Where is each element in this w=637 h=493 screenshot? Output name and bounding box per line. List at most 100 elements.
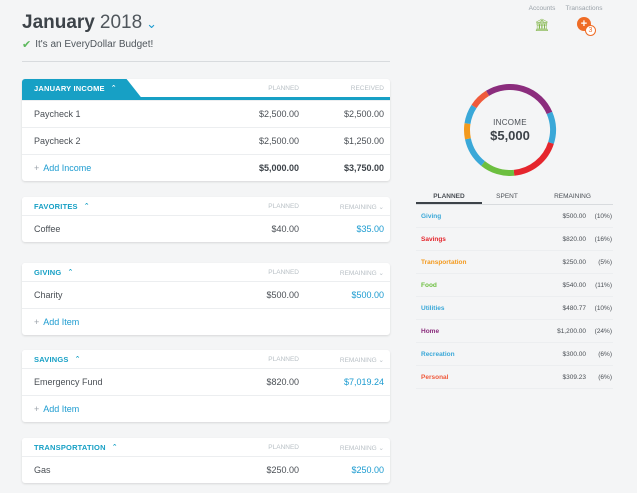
total-received: $3,750.00 [343, 163, 384, 173]
summary-list: Giving $500.00 (10%) Savings $820.00 (16%) Tra… [416, 205, 613, 389]
month-selector[interactable]: January 2018 ⌄ [22, 12, 157, 34]
savings-tab-label: SAVINGS [34, 354, 69, 364]
summary-row-savings[interactable]: Savings $820.00 (16%) [416, 228, 613, 251]
item-planned[interactable]: $500.00 [266, 290, 299, 300]
summary-amount: $300.00 [562, 350, 587, 358]
item-planned[interactable]: $250.00 [266, 465, 299, 475]
income-tab[interactable]: JANUARY INCOME ⌃ [22, 79, 141, 97]
accounts-button[interactable]: Accounts 🏛 [522, 5, 562, 34]
transportation-card-header: TRANSPORTATION ⌃ PLANNED REMAINING ⌄ [22, 438, 390, 456]
donut-label: INCOME [493, 117, 527, 127]
summary-category: Personal [421, 373, 449, 381]
item-remaining: $7,019.24 [343, 377, 384, 387]
summary-row-food[interactable]: Food $540.00 (11%) [416, 274, 613, 297]
month-name[interactable]: January [22, 12, 95, 33]
summary-percent: (16%) [594, 235, 612, 243]
item-planned[interactable]: $2,500.00 [258, 136, 299, 146]
summary-category: Utilities [421, 304, 445, 312]
summary-tabs: PLANNED SPENT REMAINING [416, 193, 613, 205]
add-item-link[interactable]: + Add Item [34, 317, 79, 327]
item-name[interactable]: Gas [34, 465, 51, 475]
budget-status-text: It's an EveryDollar Budget! [35, 39, 154, 50]
savings-tab[interactable]: SAVINGS ⌃ [22, 350, 99, 368]
donut-segment-savings [513, 141, 554, 176]
add-income-link[interactable]: + Add Income [34, 163, 91, 173]
budget-status: ✔ It's an EveryDollar Budget! [22, 38, 157, 51]
tab-planned[interactable]: PLANNED [416, 193, 482, 204]
summary-percent: (10%) [594, 304, 612, 312]
bank-icon[interactable]: 🏛 [534, 18, 550, 32]
column-remaining[interactable]: REMAINING ⌄ [314, 444, 384, 452]
item-name[interactable]: Paycheck 1 [34, 109, 81, 119]
item-planned[interactable]: $40.00 [271, 224, 299, 234]
summary-row-utilities[interactable]: Utilities $480.77 (10%) [416, 297, 613, 320]
income-card: JANUARY INCOME ⌃ PLANNED RECEIVED Payche… [22, 79, 390, 181]
favorites-tab[interactable]: FAVORITES ⌃ [22, 197, 108, 215]
plus-icon: + [34, 163, 40, 173]
income-donut-chart: INCOME $5,000 [462, 82, 558, 178]
summary-row-recreation[interactable]: Recreation $300.00 (6%) [416, 343, 613, 366]
item-name[interactable]: Paycheck 2 [34, 136, 81, 146]
income-row-paycheck-1[interactable]: Paycheck 1 $2,500.00 $2,500.00 [22, 100, 390, 128]
summary-percent: (5%) [598, 258, 612, 266]
chevron-up-icon[interactable]: ⌃ [111, 444, 118, 451]
chevron-down-icon[interactable]: ⌄ [146, 16, 158, 31]
summary-row-personal[interactable]: Personal $309.23 (6%) [416, 366, 613, 389]
chevron-up-icon[interactable]: ⌃ [110, 85, 117, 92]
item-name[interactable]: Coffee [34, 224, 61, 234]
item-name[interactable]: Charity [34, 290, 63, 300]
savings-row-emergency-fund[interactable]: Emergency Fund $820.00 $7,019.24 [22, 368, 390, 396]
chevron-up-icon[interactable]: ⌃ [83, 203, 90, 210]
budget-header: January 2018 ⌄ ✔ It's an EveryDollar Bud… [22, 12, 157, 51]
column-planned: PLANNED [268, 85, 299, 92]
tab-remaining[interactable]: REMAINING [554, 193, 591, 200]
top-actions: Accounts 🏛 Transactions +3 [522, 5, 606, 36]
tab-spent[interactable]: SPENT [496, 193, 518, 200]
year[interactable]: 2018 [99, 12, 143, 33]
savings-card-header: SAVINGS ⌃ PLANNED REMAINING ⌄ [22, 350, 390, 368]
chevron-up-icon[interactable]: ⌃ [74, 356, 81, 363]
summary-amount: $480.77 [562, 304, 587, 312]
column-planned: PLANNED [268, 356, 299, 363]
column-remaining[interactable]: REMAINING ⌄ [314, 269, 384, 277]
transactions-button[interactable]: Transactions +3 [564, 5, 604, 36]
column-remaining-label: REMAINING [339, 357, 377, 364]
income-row-paycheck-2[interactable]: Paycheck 2 $2,500.00 $1,250.00 [22, 127, 390, 155]
summary-percent: (6%) [598, 373, 612, 381]
item-name[interactable]: Emergency Fund [34, 377, 103, 387]
summary-category: Recreation [421, 350, 455, 358]
summary-amount: $309.23 [562, 373, 587, 381]
favorites-tab-label: FAVORITES [34, 201, 78, 211]
savings-card: SAVINGS ⌃ PLANNED REMAINING ⌄ Emergency … [22, 350, 390, 422]
chevron-up-icon[interactable]: ⌃ [67, 269, 74, 276]
favorites-row-coffee[interactable]: Coffee $40.00 $35.00 [22, 215, 390, 242]
summary-amount: $1,200.00 [557, 327, 586, 335]
item-planned[interactable]: $2,500.00 [258, 109, 299, 119]
plus-circle-icon[interactable]: +3 [577, 17, 596, 36]
transactions-badge: 3 [585, 25, 596, 36]
summary-amount: $540.00 [562, 281, 587, 289]
add-item-link[interactable]: + Add Item [34, 404, 79, 414]
accounts-label: Accounts [528, 5, 556, 12]
summary-row-home[interactable]: Home $1,200.00 (24%) [416, 320, 613, 343]
transportation-tab[interactable]: TRANSPORTATION ⌃ [22, 438, 136, 456]
transportation-row-gas[interactable]: Gas $250.00 $250.00 [22, 456, 390, 483]
column-remaining[interactable]: REMAINING ⌄ [314, 356, 384, 364]
giving-tab[interactable]: GIVING ⌃ [22, 263, 92, 281]
summary-row-transportation[interactable]: Transportation $250.00 (5%) [416, 251, 613, 274]
item-remaining: $250.00 [351, 465, 384, 475]
giving-row-charity[interactable]: Charity $500.00 $500.00 [22, 281, 390, 309]
transactions-label: Transactions [565, 5, 603, 12]
item-planned[interactable]: $820.00 [266, 377, 299, 387]
column-remaining[interactable]: REMAINING ⌄ [314, 203, 384, 211]
summary-percent: (24%) [594, 327, 612, 335]
summary-amount: $250.00 [562, 258, 587, 266]
add-income-label: Add Income [43, 163, 92, 173]
plus-icon: + [34, 317, 40, 327]
item-received: $1,250.00 [343, 136, 384, 146]
giving-card-header: GIVING ⌃ PLANNED REMAINING ⌄ [22, 263, 390, 281]
chevron-down-icon: ⌄ [378, 445, 384, 452]
summary-row-giving[interactable]: Giving $500.00 (10%) [416, 205, 613, 228]
donut-segment-recreation [464, 104, 477, 125]
total-planned: $5,000.00 [258, 163, 299, 173]
